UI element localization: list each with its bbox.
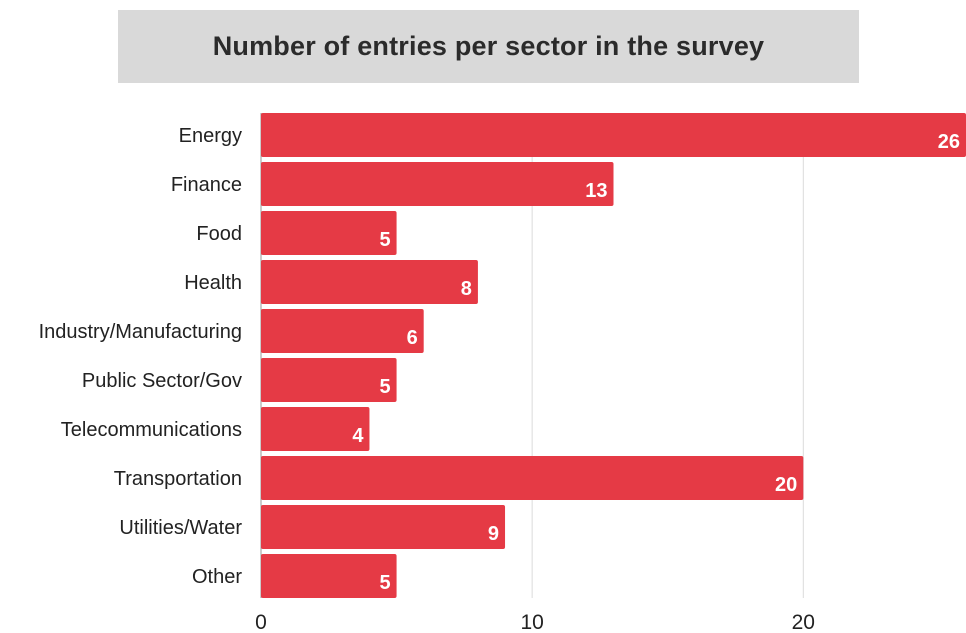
- data-label: 8: [461, 278, 472, 300]
- data-label: 26: [938, 131, 960, 153]
- data-label: 6: [407, 327, 418, 349]
- x-tick-label: 0: [255, 611, 267, 633]
- chart-title: Number of entries per sector in the surv…: [212, 31, 765, 61]
- value-labels: 26 13 5 8 6 5 4 20 9 5: [352, 131, 960, 594]
- bar: [261, 309, 424, 353]
- bar: [261, 113, 966, 157]
- bar: [261, 456, 804, 500]
- data-label: 5: [379, 572, 390, 594]
- bar: [261, 407, 370, 451]
- category-label: Other: [192, 566, 242, 588]
- data-label: 5: [379, 229, 390, 251]
- category-label: Telecommunications: [61, 419, 242, 441]
- category-label: Public Sector/Gov: [82, 370, 242, 392]
- x-tick-label: 20: [792, 611, 815, 633]
- data-label: 13: [585, 180, 607, 202]
- category-label: Energy: [179, 125, 242, 147]
- category-label: Industry/Manufacturing: [39, 321, 242, 343]
- data-label: 4: [352, 425, 364, 447]
- chart-title-box: Number of entries per sector in the surv…: [118, 10, 859, 83]
- category-labels: Energy Finance Food Health Industry/Manufact…: [39, 125, 243, 588]
- category-label: Food: [196, 223, 242, 245]
- bar: [261, 162, 614, 206]
- x-axis-ticks: 0 10 20: [255, 611, 815, 633]
- category-label: Transportation: [114, 468, 242, 490]
- category-label: Utilities/Water: [119, 517, 242, 539]
- x-tick-label: 10: [520, 611, 543, 633]
- bar: [261, 505, 506, 549]
- data-label: 5: [379, 376, 390, 398]
- bar: [261, 358, 397, 402]
- data-label: 20: [775, 474, 797, 496]
- data-label: 9: [488, 523, 499, 545]
- bar: [261, 554, 397, 598]
- bar: [261, 211, 397, 255]
- bar: [261, 260, 478, 304]
- category-label: Finance: [171, 174, 242, 196]
- bars: [261, 113, 966, 598]
- category-label: Health: [184, 272, 242, 294]
